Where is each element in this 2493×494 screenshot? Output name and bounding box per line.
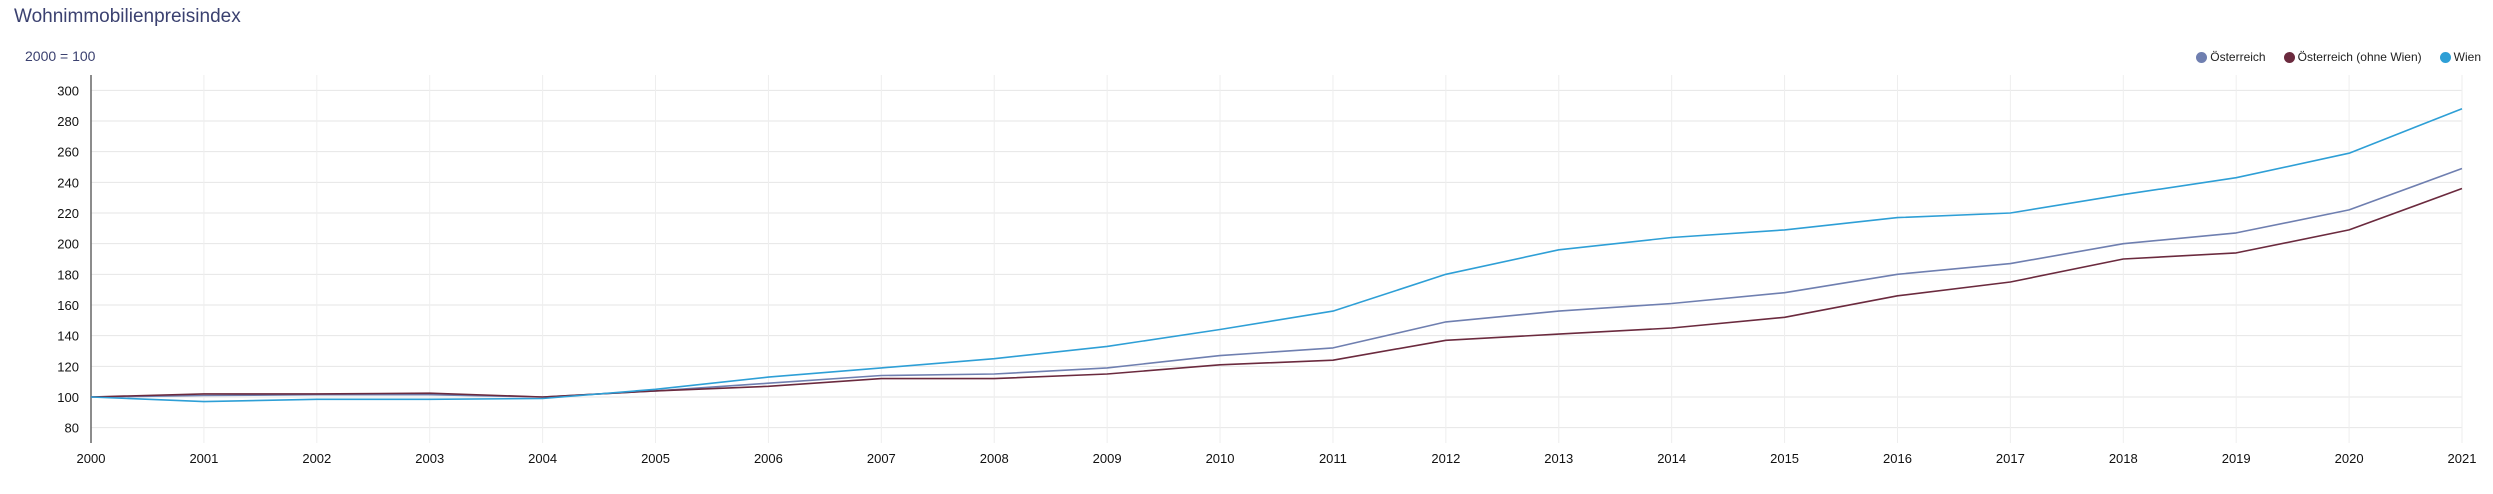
- x-tick-label: 2000: [77, 451, 106, 466]
- x-tick-label: 2021: [2448, 451, 2477, 466]
- legend-marker-icon: [2283, 51, 2295, 63]
- series-line-2: [90, 107, 2463, 403]
- legend-label: Österreich: [2210, 50, 2266, 64]
- x-tick-label: 2017: [1996, 451, 2025, 466]
- x-tick-label: 2014: [1657, 451, 1686, 466]
- x-tick-label: 2009: [1093, 451, 1122, 466]
- x-tick-label: 2011: [1319, 451, 1347, 466]
- series-line-1: [90, 187, 2463, 398]
- x-tick-label: 2012: [1431, 451, 1460, 466]
- x-tick-label: 2002: [302, 451, 331, 466]
- y-tick-label: 180: [57, 267, 79, 282]
- x-tick-label: 2007: [867, 451, 896, 466]
- y-tick-label: 300: [57, 83, 79, 98]
- y-tick-label: 100: [57, 390, 79, 405]
- y-tick-label: 240: [57, 175, 79, 190]
- y-tick-label: 280: [57, 114, 79, 129]
- y-tick-label: 140: [57, 329, 79, 344]
- x-tick-label: 2018: [2109, 451, 2138, 466]
- x-tick-label: 2010: [1206, 451, 1235, 466]
- legend-marker-icon: [2196, 51, 2208, 63]
- y-tick-label: 120: [57, 359, 79, 374]
- x-tick-label: 2013: [1544, 451, 1573, 466]
- legend-label: Österreich (ohne Wien): [2297, 50, 2422, 64]
- legend-item-wien[interactable]: Wien: [2439, 50, 2481, 64]
- y-tick-label: 80: [65, 421, 79, 436]
- chart-subtitle: 2000 = 100: [25, 48, 96, 64]
- x-tick-label: 2019: [2222, 451, 2251, 466]
- x-tick-label: 2003: [415, 451, 444, 466]
- chart-title: Wohnimmobilienpreisindex: [14, 6, 241, 27]
- y-tick-label: 220: [57, 206, 79, 221]
- y-tick-label: 260: [57, 145, 79, 160]
- y-tick-label: 200: [57, 237, 79, 252]
- x-tick-label: 2008: [980, 451, 1009, 466]
- x-tick-label: 2001: [189, 451, 218, 466]
- legend-label: Wien: [2453, 50, 2481, 64]
- legend-item-oesterreich[interactable]: Österreich: [2196, 50, 2266, 64]
- x-tick-label: 2016: [1883, 451, 1912, 466]
- x-tick-label: 2005: [641, 451, 670, 466]
- x-tick-label: 2004: [528, 451, 557, 466]
- x-tick-label: 2015: [1770, 451, 1799, 466]
- x-tick-label: 2020: [2335, 451, 2364, 466]
- legend: Österreich Österreich (ohne Wien) Wien: [2196, 50, 2481, 64]
- legend-marker-icon: [2439, 51, 2451, 63]
- y-tick-label: 160: [57, 298, 79, 313]
- x-tick-label: 2006: [754, 451, 783, 466]
- legend-item-oesterreich-ohne-wien[interactable]: Österreich (ohne Wien): [2283, 50, 2422, 64]
